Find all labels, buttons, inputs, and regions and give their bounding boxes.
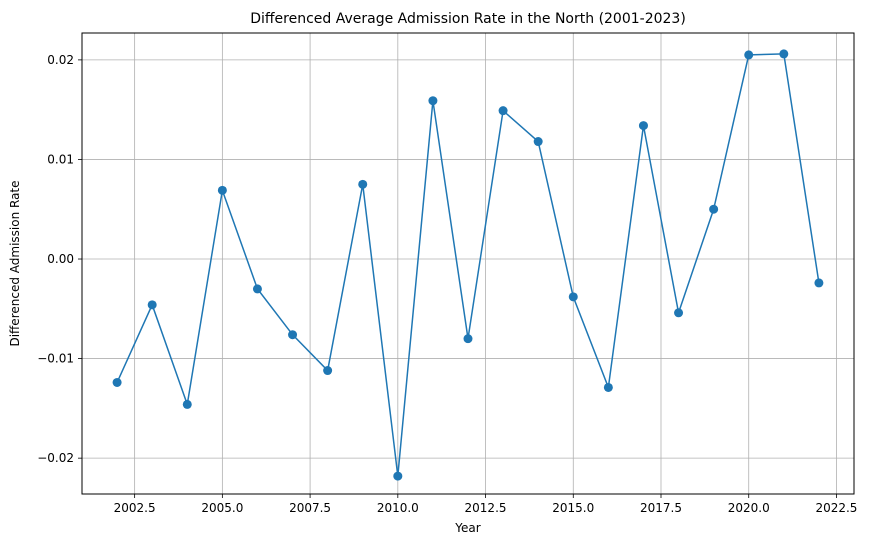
y-tick-label: −0.02 [37, 451, 74, 465]
x-tick-label: 2007.5 [289, 501, 331, 515]
data-point [112, 377, 122, 387]
x-axis-label: Year [454, 521, 480, 535]
x-tick-label: 2022.5 [815, 501, 857, 515]
x-tick-label: 2015.0 [552, 501, 594, 515]
x-tick-label: 2017.5 [640, 501, 682, 515]
data-point [463, 334, 473, 344]
x-tick-label: 2012.5 [465, 501, 507, 515]
plot-frame [81, 32, 855, 495]
data-point [674, 308, 684, 318]
grid-lines [82, 33, 854, 494]
x-axis: 2002.5 2005.0 2007.5 2010.0 2012.5 2015.0 2017… [114, 494, 857, 515]
data-point [323, 366, 333, 376]
data-point [779, 49, 789, 59]
data-point [182, 399, 192, 409]
data-point [393, 471, 403, 481]
data-point [498, 106, 508, 116]
x-tick-label: 2005.0 [201, 501, 243, 515]
x-tick-label: 2002.5 [114, 501, 156, 515]
data-point [568, 292, 578, 302]
y-tick-label: 0.02 [47, 53, 74, 67]
y-axis-label: Differenced Admission Rate [8, 180, 22, 346]
y-tick-label: −0.01 [37, 352, 74, 366]
data-point [147, 300, 157, 310]
x-tick-label: 2010.0 [377, 501, 419, 515]
data-point [533, 137, 543, 147]
data-point [358, 179, 368, 189]
x-tick-label: 2020.0 [728, 501, 770, 515]
data-point [603, 382, 613, 392]
y-tick-label: 0.01 [47, 152, 74, 166]
data-point [638, 121, 648, 131]
y-axis: −0.02 −0.01 0.00 0.01 0.02 [37, 53, 82, 465]
data-point [744, 50, 754, 60]
data-point [288, 330, 298, 340]
chart-title: Differenced Average Admission Rate in th… [250, 11, 686, 27]
data-point [252, 284, 262, 294]
data-point [709, 204, 719, 214]
y-tick-label: 0.00 [47, 252, 74, 266]
data-point [217, 185, 227, 195]
series-admission-rate [112, 49, 824, 481]
data-point [814, 278, 824, 288]
data-point [428, 96, 438, 106]
